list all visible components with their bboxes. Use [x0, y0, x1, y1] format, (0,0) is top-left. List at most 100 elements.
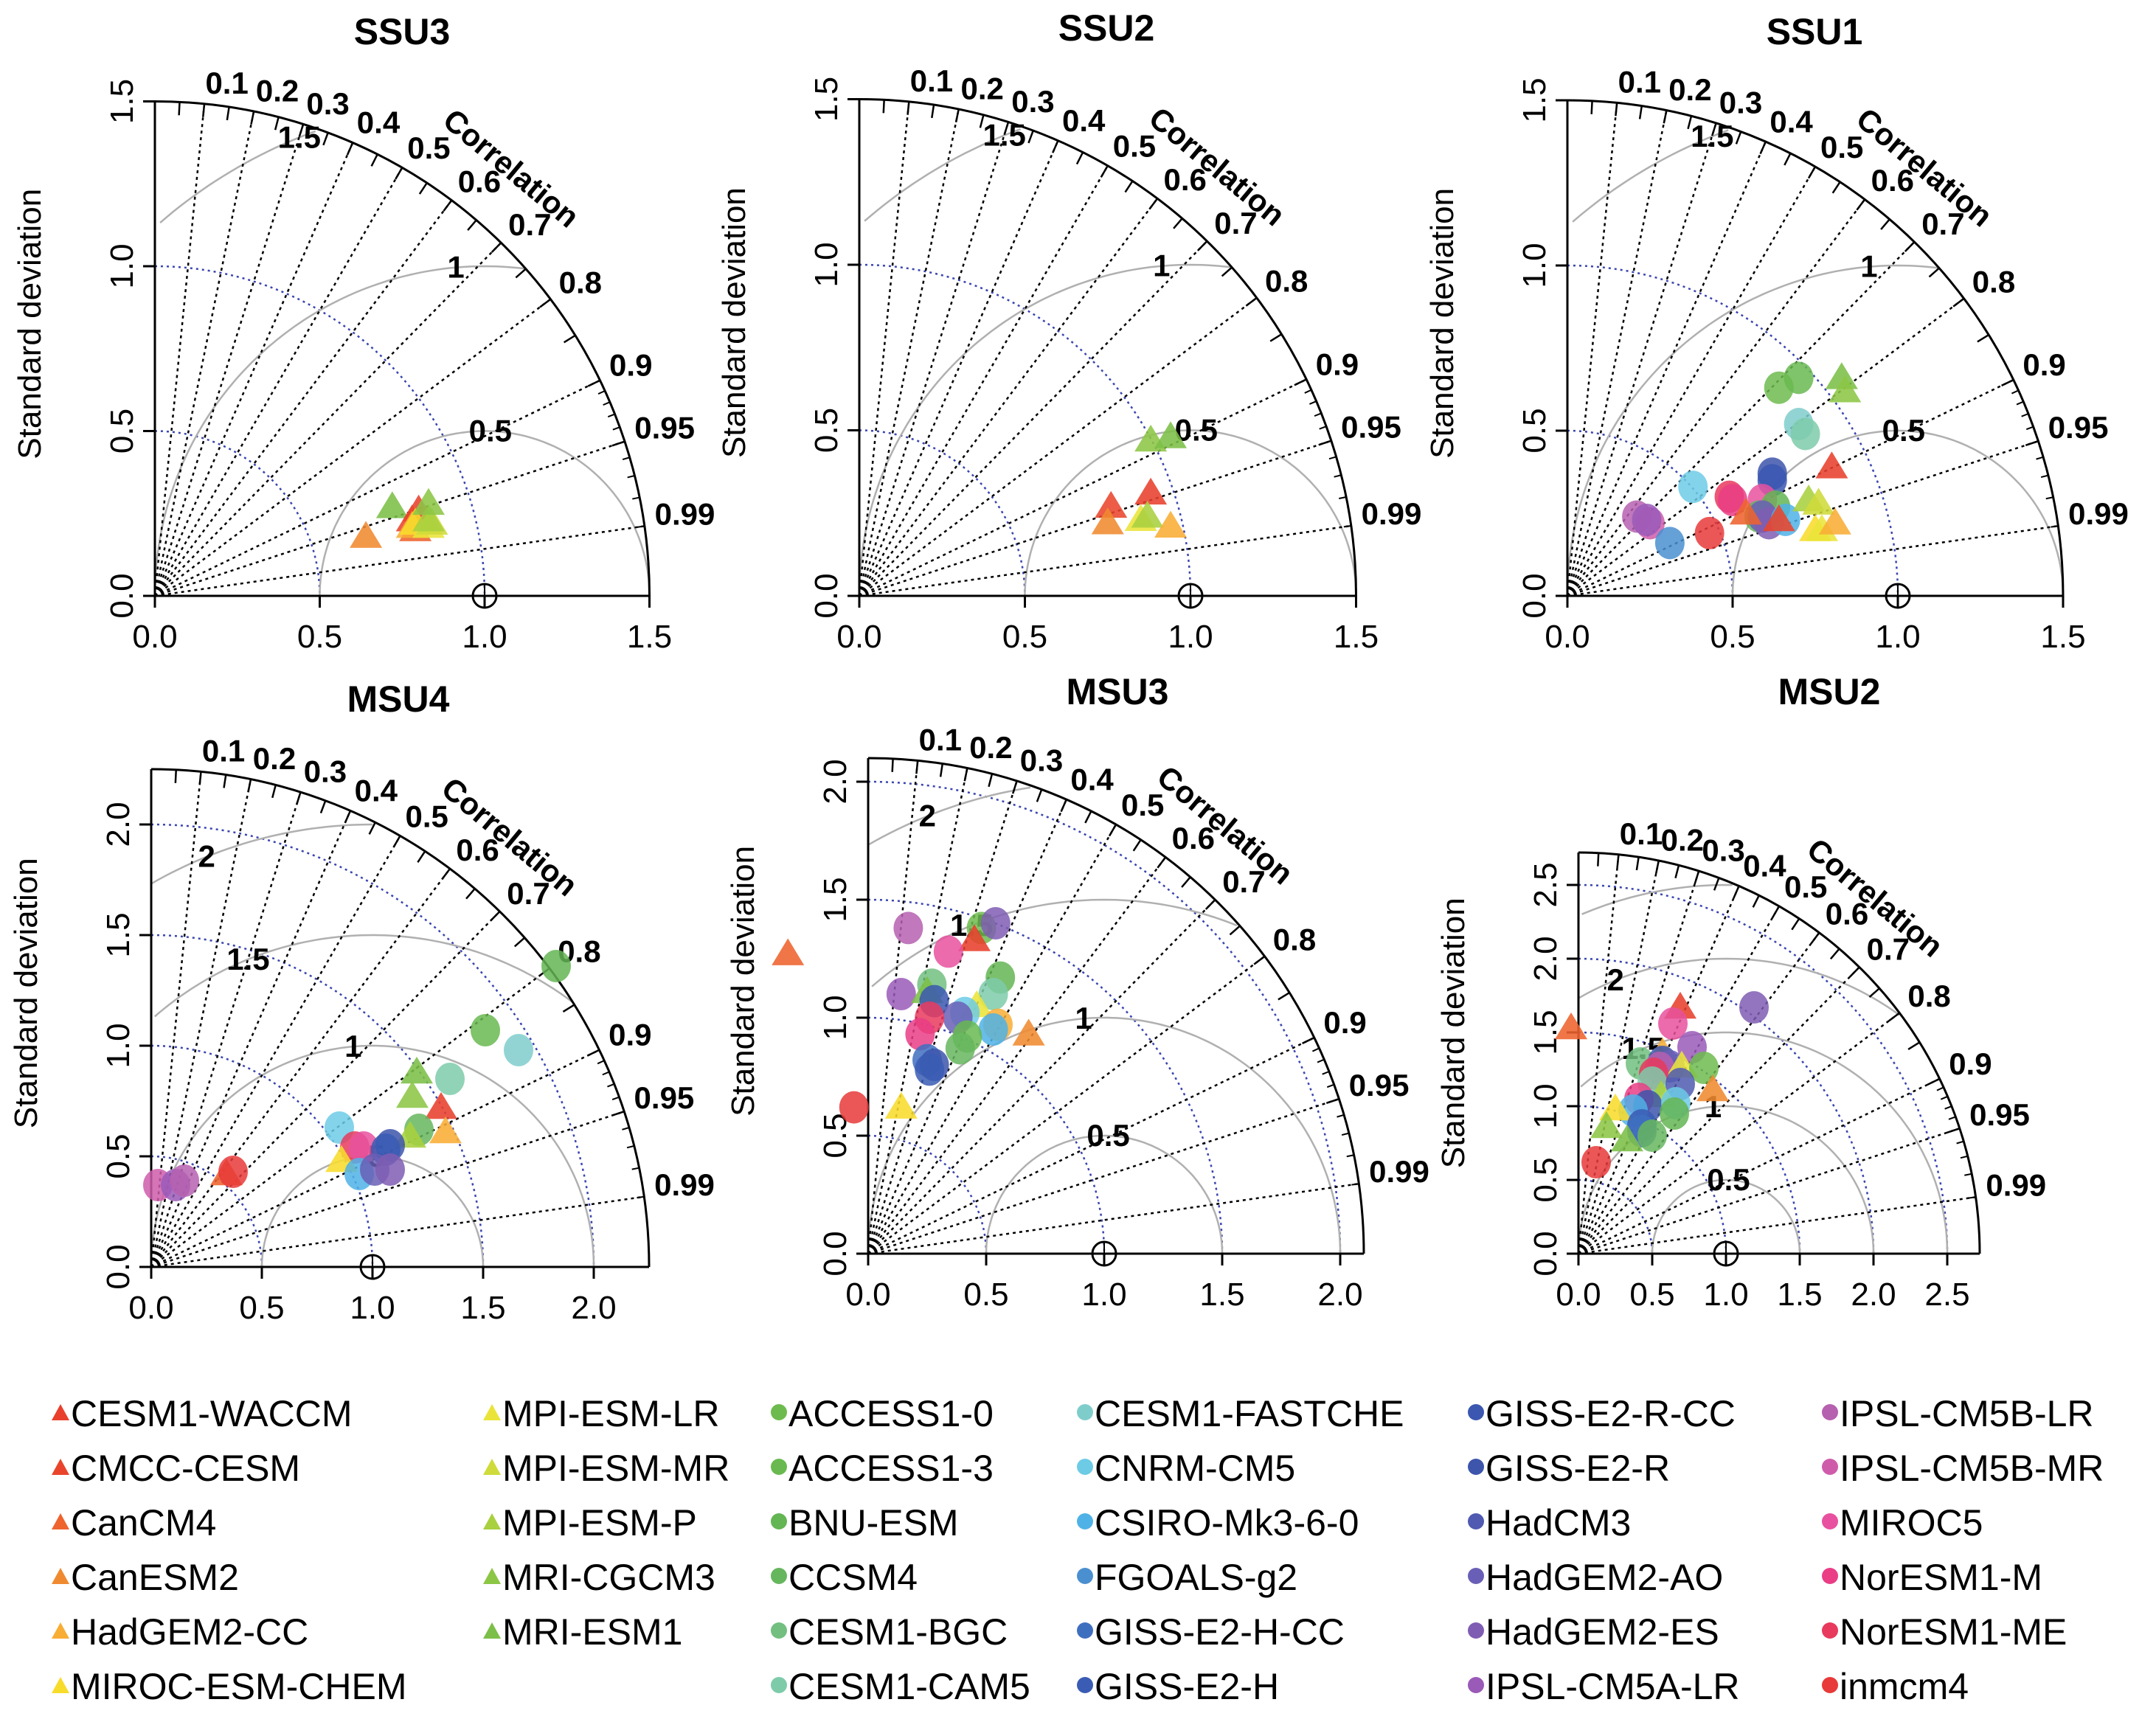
correlation-tick	[1060, 799, 1067, 813]
triangle-marker-icon	[52, 1458, 69, 1475]
rms-label: 1.5	[983, 118, 1026, 153]
correlation-tick	[178, 102, 181, 116]
x-tick-label: 0.5	[297, 619, 342, 655]
y-axis-title: Standard deviation	[725, 846, 761, 1117]
correlation-tick	[1687, 116, 1693, 130]
data-point-ipsl-cm5b-lr	[170, 1164, 199, 1197]
correlation-tick	[513, 937, 526, 948]
legend-item: GISS-E2-R-CC	[1468, 1386, 1740, 1441]
correlation-tick	[939, 763, 944, 777]
legend-item: GISS-E2-H	[1077, 1659, 1404, 1714]
data-point-cmcc-cesm	[1762, 504, 1795, 532]
data-point-access1-3	[471, 1014, 500, 1046]
correlation-tick-label: 0.9	[609, 1018, 651, 1052]
x-tick-label: 1.5	[2040, 619, 2085, 655]
circle-marker-icon	[1822, 1567, 1838, 1584]
correlation-tick	[587, 379, 600, 387]
legend-item: NorESM1-ME	[1822, 1605, 2104, 1659]
correlation-tick-label: 0.1	[202, 733, 245, 768]
correlation-tick	[467, 219, 477, 231]
data-point-mpi-esm-mr	[1802, 487, 1835, 515]
legend-label: CSIRO-Mk3-6-0	[1095, 1502, 1359, 1543]
correlation-tick	[1711, 122, 1717, 136]
correlation-tick-label: 0.99	[654, 1167, 715, 1202]
correlation-tick-label: 0.6	[1826, 897, 1868, 931]
correlation-tick	[368, 822, 376, 835]
circle-marker-icon	[771, 1622, 787, 1639]
correlation-tick	[1343, 525, 1351, 528]
legend-item: CSIRO-Mk3-6-0	[1077, 1496, 1404, 1550]
correlation-tick	[1638, 105, 1643, 119]
correlation-tick	[2031, 440, 2039, 445]
x-tick-label: 0.0	[132, 619, 177, 655]
legend-label: IPSL-CM5B-MR	[1840, 1448, 2104, 1489]
legend-label: IPSL-CM5A-LR	[1486, 1666, 1740, 1707]
correlation-line	[154, 298, 552, 597]
sd-arc	[859, 263, 1192, 597]
y-tick-label: 1.0	[104, 243, 140, 288]
x-tick-label: 0.5	[1629, 1277, 1674, 1313]
legend-column: MPI-ESM-LR MPI-ESM-MR MPI-ESM-P MRI-CGCM3 MR…	[483, 1386, 729, 1659]
correlation-tick	[915, 760, 919, 774]
sd-arc	[154, 430, 321, 597]
correlation-tick	[631, 1167, 639, 1170]
legend-column: CESM1-FASTCHE CNRM-CM5 CSIRO-Mk3-6-0 FGOALS…	[1077, 1386, 1404, 1714]
x-tick-label: 1.5	[1334, 619, 1379, 655]
correlation-tick-label: 0.3	[304, 754, 347, 789]
correlation-tick-label: 0.6	[456, 833, 499, 867]
legend-item: IPSL-CM5B-LR	[1822, 1386, 2104, 1441]
rms-contour	[1581, 883, 1733, 915]
correlation-tick	[1952, 1128, 1961, 1132]
correlation-tick-label: 0.2	[1668, 72, 1711, 107]
data-point-cesm1-cam5	[1790, 417, 1820, 451]
x-tick-label: 0.5	[1002, 619, 1047, 655]
legend-item: ACCESS1-3	[771, 1441, 1030, 1496]
correlation-tick	[1084, 810, 1092, 824]
panel-title: MSU2	[1778, 671, 1881, 712]
legend-column: ACCESS1-0 ACCESS1-3 BNU-ESM CCSM4 CESM1-BGC C…	[771, 1386, 1030, 1714]
x-tick-label: 2.0	[1851, 1277, 1896, 1313]
correlation-tick-label: 0.5	[1784, 869, 1827, 904]
data-point-hadgem2-es	[375, 1153, 405, 1186]
circle-marker-icon	[1468, 1567, 1484, 1584]
correlation-tick	[370, 153, 378, 167]
circle-marker-icon	[1822, 1622, 1838, 1639]
correlation-tick-label: 0.4	[1062, 103, 1106, 138]
correlation-tick-label: 0.99	[1986, 1167, 2046, 1202]
correlation-tick	[622, 1127, 630, 1131]
legend-item: HadGEM2-ES	[1468, 1605, 1740, 1659]
legend-item: ACCESS1-0	[771, 1386, 1030, 1441]
y-tick-label: 0.0	[1528, 1231, 1564, 1276]
legend-item: IPSL-CM5A-LR	[1468, 1659, 1740, 1714]
correlation-tick	[907, 101, 910, 115]
x-tick-label: 0.0	[1556, 1277, 1601, 1313]
circle-marker-icon	[1077, 1567, 1093, 1584]
correlation-tick	[1052, 140, 1059, 153]
correlation-tick	[1713, 877, 1720, 891]
correlation-line	[1566, 141, 1767, 597]
data-point-giss-e2-h	[915, 1053, 945, 1086]
correlation-line	[1578, 1127, 1961, 1255]
legend-label: GISS-E2-R-CC	[1486, 1393, 1736, 1434]
circle-marker-icon	[771, 1676, 787, 1693]
x-tick-label: 1.0	[1875, 619, 1920, 655]
correlation-tick-label: 0.7	[1222, 864, 1265, 899]
legend-label: CCSM4	[788, 1557, 918, 1598]
y-tick-label: 0.5	[808, 408, 845, 453]
data-point-miroc5	[1658, 1007, 1688, 1040]
x-tick-label: 0.0	[1545, 619, 1590, 655]
correlation-tick	[617, 1111, 625, 1115]
y-tick-label: 0.5	[104, 409, 140, 454]
correlation-tick	[2021, 413, 2029, 417]
rms-contour	[319, 430, 651, 596]
correlation-tick	[1888, 1012, 1900, 1022]
y-tick-label: 0.5	[100, 1133, 136, 1178]
legend-item: MPI-ESM-MR	[483, 1441, 729, 1496]
correlation-tick	[612, 426, 620, 431]
correlation-tick-label: 0.7	[1214, 206, 1257, 240]
correlation-tick	[1334, 474, 1342, 478]
legend-label: MRI-ESM1	[502, 1611, 683, 1653]
rms-label: 0.5	[469, 414, 512, 448]
legend-label: NorESM1-M	[1840, 1557, 2043, 1598]
correlation-tick	[1936, 1086, 1944, 1091]
